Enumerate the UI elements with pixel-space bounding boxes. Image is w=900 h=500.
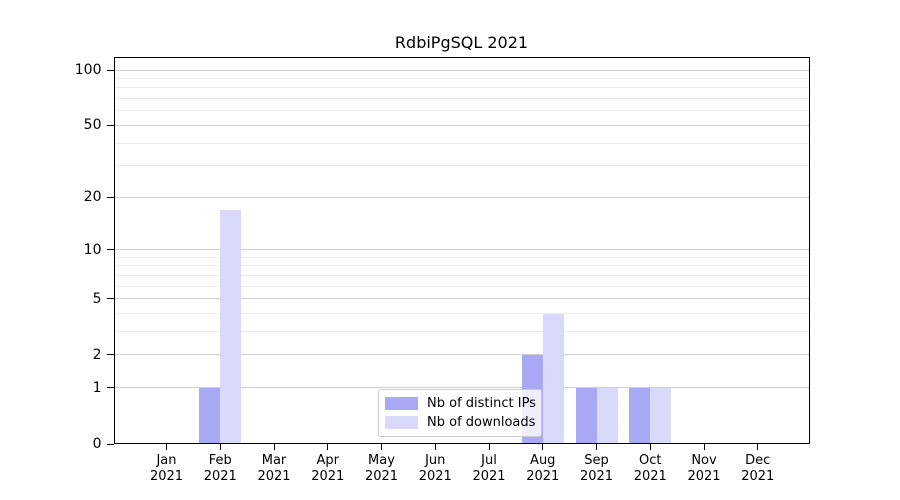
minor-gridline <box>113 165 810 167</box>
minor-gridline <box>113 274 810 276</box>
legend-label-downloads: Nb of downloads <box>427 415 536 430</box>
minor-gridline <box>113 331 810 333</box>
bar-downloads-oct <box>650 387 672 444</box>
x-tick-label: Dec 2021 <box>741 453 775 484</box>
y-tick-label: 100 <box>74 62 102 78</box>
y-tick-label: 20 <box>83 189 102 206</box>
minor-gridline <box>113 87 810 89</box>
y-tick <box>106 387 114 389</box>
major-gridline <box>113 124 810 126</box>
bar-distinct-ips-oct <box>629 387 651 444</box>
minor-gridline <box>113 98 810 100</box>
major-gridline <box>113 354 810 356</box>
x-tick <box>219 444 221 450</box>
x-tick-label: Mar 2021 <box>257 453 291 484</box>
x-tick-label: May 2021 <box>364 453 399 484</box>
major-gridline <box>113 387 810 389</box>
x-tick-label: Jan 2021 <box>149 453 184 484</box>
chart-title: RdbiPgSQL 2021 <box>394 33 529 52</box>
x-tick <box>166 444 167 450</box>
x-tick-label: Feb 2021 <box>203 453 237 484</box>
y-tick <box>106 298 114 300</box>
major-gridline <box>113 298 810 300</box>
legend: Nb of distinct IPs Nb of downloads <box>378 389 542 437</box>
x-tick <box>703 444 705 450</box>
legend-swatch-downloads <box>385 416 418 429</box>
y-tick-label: 0 <box>92 436 102 452</box>
x-tick-label: Oct 2021 <box>633 453 667 484</box>
x-tick <box>757 444 759 450</box>
y-tick <box>106 196 114 198</box>
x-tick <box>596 444 597 450</box>
minor-gridline <box>113 265 810 267</box>
bar-downloads-feb <box>220 209 242 444</box>
y-tick-label: 10 <box>83 241 102 258</box>
y-tick-label: 2 <box>92 346 102 363</box>
x-tick-label: Sep 2021 <box>579 453 614 484</box>
x-tick <box>542 444 544 450</box>
minor-gridline <box>113 110 810 112</box>
x-tick-label: Jul 2021 <box>472 453 506 484</box>
bar-downloads-aug <box>542 313 564 444</box>
x-tick <box>434 444 436 450</box>
y-tick <box>106 69 114 71</box>
legend-item-distinct-ips: Nb of distinct IPs <box>385 396 536 411</box>
legend-item-downloads: Nb of downloads <box>385 415 535 430</box>
x-tick-label: Nov 2021 <box>687 453 721 484</box>
y-tick <box>106 249 114 251</box>
x-tick <box>273 444 275 450</box>
minor-gridline <box>113 285 810 287</box>
x-tick <box>327 444 329 450</box>
bar-downloads-sep <box>596 387 618 444</box>
bar-distinct-ips-feb <box>199 387 221 444</box>
y-tick-label: 1 <box>92 379 102 396</box>
x-tick <box>381 444 382 450</box>
major-gridline <box>113 69 810 71</box>
y-tick <box>106 124 114 126</box>
y-tick <box>106 354 114 356</box>
minor-gridline <box>113 313 810 315</box>
y-tick <box>106 443 114 445</box>
bar-distinct-ips-sep <box>575 387 597 444</box>
plot-frame <box>113 57 810 444</box>
x-tick <box>649 444 651 450</box>
major-gridline <box>113 249 810 251</box>
x-tick-label: Apr 2021 <box>311 453 345 484</box>
x-tick-label: Aug 2021 <box>526 453 560 484</box>
minor-gridline <box>113 256 810 258</box>
y-tick-label: 5 <box>92 290 102 307</box>
legend-label-distinct-ips: Nb of distinct IPs <box>427 396 536 411</box>
y-tick-label: 50 <box>83 117 102 134</box>
minor-gridline <box>113 142 810 144</box>
major-gridline <box>113 196 810 198</box>
x-tick-label: Jun 2021 <box>418 453 452 484</box>
minor-gridline <box>113 77 810 79</box>
legend-swatch-distinct-ips <box>385 397 418 410</box>
x-tick <box>488 444 490 450</box>
